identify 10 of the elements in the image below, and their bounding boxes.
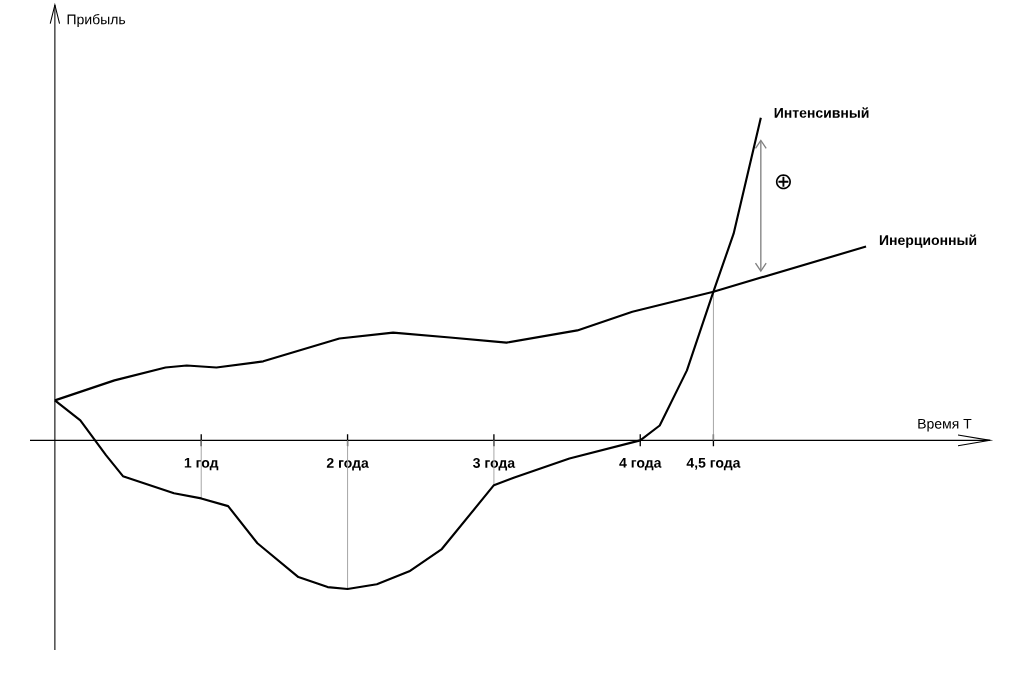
annotation: ⊕ (775, 174, 791, 190)
x-tick-label: 2 года (326, 457, 369, 471)
x-tick-label: 4 года (619, 457, 662, 471)
series-label: Инерционный (879, 234, 977, 248)
x-tick-label: 3 года (473, 457, 516, 471)
x-tick-label: 4,5 года (686, 457, 741, 471)
series-label: Интенсивный (774, 107, 869, 118)
text: Прибыль (67, 13, 126, 28)
x-axis-title: Время T (918, 418, 972, 432)
x-tick-label: 1 год (184, 457, 219, 471)
